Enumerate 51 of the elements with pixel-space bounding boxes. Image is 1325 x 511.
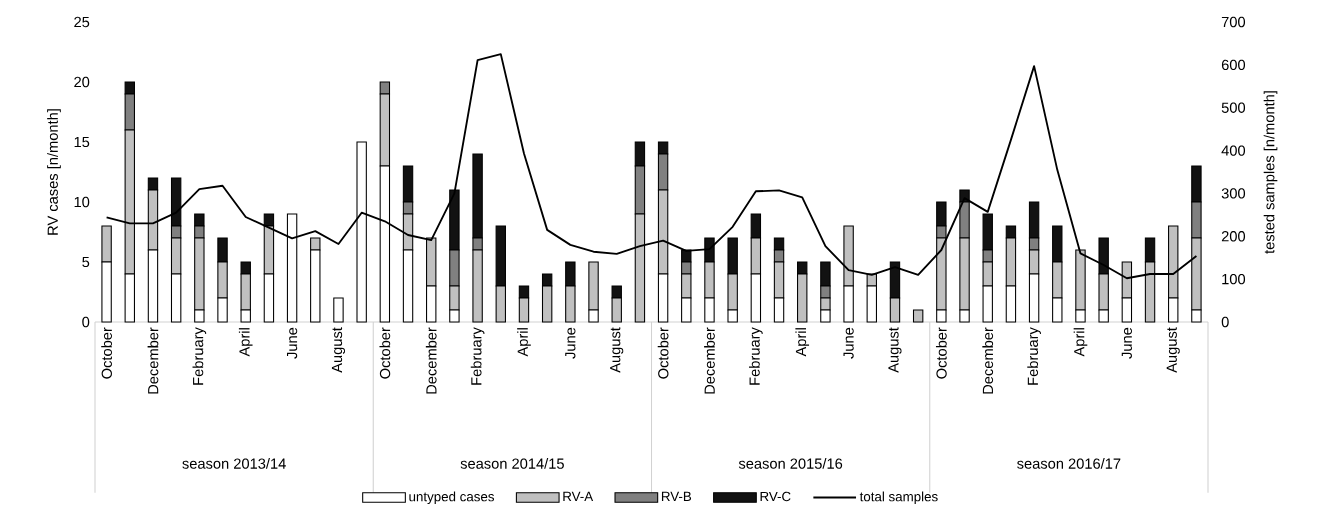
legend-label: RV-A bbox=[563, 491, 594, 501]
x-tick-label: February bbox=[470, 327, 485, 385]
x-tick-label: August bbox=[888, 327, 902, 373]
x-tick-label: June bbox=[1121, 327, 1132, 359]
x-tick-label: June bbox=[843, 327, 854, 359]
x-tick-label: October bbox=[101, 327, 112, 379]
x-tick-label: December bbox=[982, 327, 994, 394]
x-tick-label: April bbox=[238, 328, 253, 357]
x-tick-label: October bbox=[379, 327, 391, 379]
x-tick-label: February bbox=[192, 327, 207, 385]
y2-tick-label: 500 bbox=[1221, 102, 1246, 113]
y2-tick-label: 400 bbox=[1221, 145, 1246, 156]
text: season 2016/17 bbox=[1017, 458, 1121, 469]
text: season 2013/14 bbox=[182, 458, 286, 469]
x-tick-label: August bbox=[610, 327, 624, 373]
legend-label: total samples bbox=[859, 491, 938, 504]
x-tick-label: June bbox=[565, 327, 576, 359]
y-tick-label: 0 bbox=[82, 316, 90, 328]
y-tick-label: 5 bbox=[82, 256, 90, 268]
y-tick-label: 25 bbox=[74, 16, 90, 28]
y2-tick-label: 300 bbox=[1221, 188, 1246, 199]
y-tick-label: 15 bbox=[74, 136, 90, 148]
x-tick-label: December bbox=[425, 327, 437, 394]
x-tick-label: June bbox=[286, 327, 298, 359]
y2-axis-title: tested samples [n/month] bbox=[1263, 91, 1278, 254]
y-axis-title: RV cases [n/month] bbox=[47, 109, 61, 235]
x-tick-label: October bbox=[935, 327, 947, 379]
y2-tick-label: 200 bbox=[1221, 231, 1246, 242]
x-tick-label: October bbox=[657, 327, 669, 379]
y2-tick-label: 600 bbox=[1221, 59, 1246, 71]
x-tick-label: April bbox=[1073, 328, 1088, 357]
x-tick-label: February bbox=[749, 327, 763, 385]
y2-tick-label: 100 bbox=[1222, 273, 1246, 285]
legend-label: RV-B bbox=[661, 491, 692, 501]
x-tick-label: December bbox=[147, 327, 159, 394]
y2-tick-label: 0 bbox=[1221, 316, 1229, 328]
x-tick-label: April bbox=[517, 328, 531, 357]
text: season 2015/16 bbox=[738, 458, 843, 469]
y-tick-label: 10 bbox=[74, 196, 90, 208]
x-tick-label: April bbox=[795, 328, 810, 357]
x-tick-label: December bbox=[704, 327, 715, 394]
text: season 2014/15 bbox=[460, 458, 564, 469]
x-tick-label: August bbox=[1166, 327, 1180, 373]
bar bbox=[333, 297, 344, 323]
y-tick-label: 20 bbox=[74, 76, 90, 88]
x-tick-label: February bbox=[1027, 327, 1041, 385]
x-tick-label: August bbox=[331, 327, 346, 373]
bar bbox=[912, 309, 924, 323]
legend-label: untyped cases bbox=[409, 491, 495, 504]
legend-label: RV-C bbox=[760, 491, 791, 502]
y2-tick-label: 700 bbox=[1221, 16, 1246, 28]
